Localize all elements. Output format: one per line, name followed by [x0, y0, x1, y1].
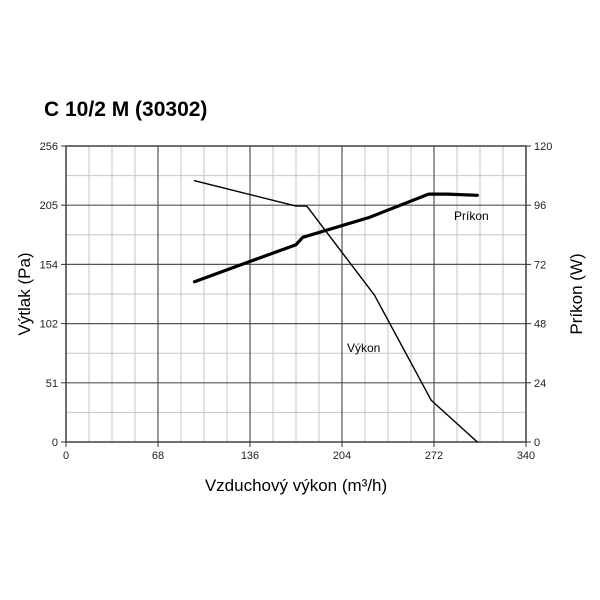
- y-tick-label: 256: [40, 141, 58, 153]
- series-label-prikon: Príkon: [454, 209, 489, 223]
- x-tick-label: 68: [152, 450, 164, 462]
- y2-tick-label: 72: [534, 259, 546, 271]
- x-tick-label: 204: [333, 450, 351, 462]
- y2-tick-label: 48: [534, 319, 546, 331]
- x-tick-label: 272: [425, 450, 443, 462]
- x-tick-label: 340: [517, 450, 535, 462]
- y-tick-label: 102: [40, 319, 58, 331]
- y2-axis-title: Príkon (W): [567, 253, 586, 334]
- y-tick-label: 51: [46, 378, 58, 390]
- x-axis-title: Vzduchový výkon (m³/h): [205, 476, 387, 495]
- series: [192, 179, 479, 443]
- plot-frame: [65, 145, 527, 443]
- axes: [61, 145, 531, 447]
- y-tick-label: 205: [40, 200, 58, 212]
- y2-tick-label: 96: [534, 200, 546, 212]
- series-label-vykon: Výkon: [347, 341, 380, 355]
- grid: [66, 146, 526, 442]
- y-tick-label: 0: [52, 437, 58, 449]
- y-axis-title: Výtlak (Pa): [15, 252, 34, 335]
- y2-tick-label: 0: [534, 437, 540, 449]
- x-tick-label: 136: [241, 450, 259, 462]
- y-tick-label: 154: [40, 259, 58, 271]
- chart-title: C 10/2 M (30302): [44, 98, 208, 121]
- labels: 0 68 136 204 272 3400511021542052560244872961…: [15, 141, 586, 495]
- x-tick-label: 0: [63, 450, 69, 462]
- series-line-vykon: [193, 179, 478, 443]
- y2-tick-label: 120: [534, 141, 552, 153]
- y2-tick-label: 24: [534, 378, 546, 390]
- series-line-prikon: [192, 192, 479, 284]
